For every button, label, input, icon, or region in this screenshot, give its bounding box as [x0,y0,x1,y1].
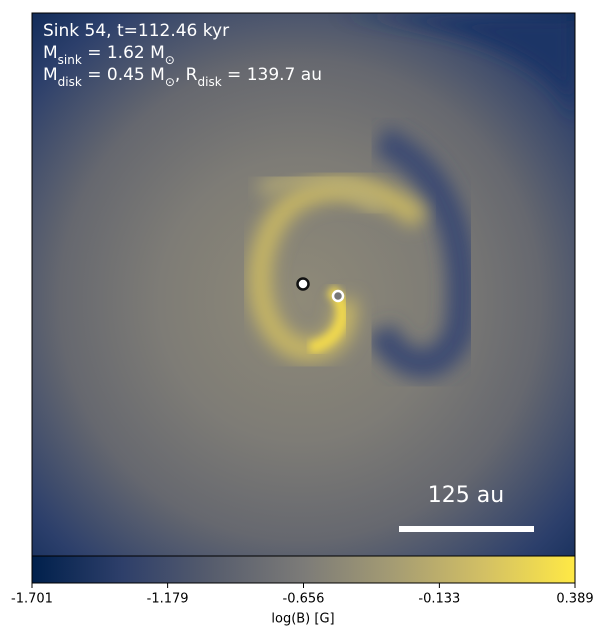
sink-marker [331,289,345,303]
colorbar-tick-label: 0.389 [556,592,593,607]
subscript: ⊙ [165,53,175,67]
title-text: , R [175,65,198,85]
colorbar-tick-label: -1.701 [11,592,53,607]
title-text: M [43,65,58,85]
scale-bar-label: 125 au [428,483,504,508]
colorbar-label: log(B) [G] [271,612,334,627]
subscript: ⊙ [165,75,175,89]
colorbar [31,555,576,584]
title-text: = 0.45 M [82,65,165,85]
sink-marker [296,277,310,291]
title-text: = 139.7 au [222,65,322,85]
field-image [32,13,575,556]
title-text: = 1.62 M [82,43,165,63]
subscript: sink [58,53,82,67]
title-line: Msink = 1.62 M⊙ [43,43,175,67]
colorbar-tick-label: -0.656 [283,592,325,607]
title-text: Sink 54, t=112.46 kyr [43,21,229,41]
title-line: Mdisk = 0.45 M⊙, Rdisk = 139.7 au [43,65,322,89]
title-text: M [43,43,58,63]
colorbar-tick-label: -1.179 [147,592,189,607]
subscript: disk [198,75,222,89]
subscript: disk [58,75,82,89]
colorbar-tick-label: -0.133 [418,592,460,607]
title-line: Sink 54, t=112.46 kyr [43,21,229,41]
